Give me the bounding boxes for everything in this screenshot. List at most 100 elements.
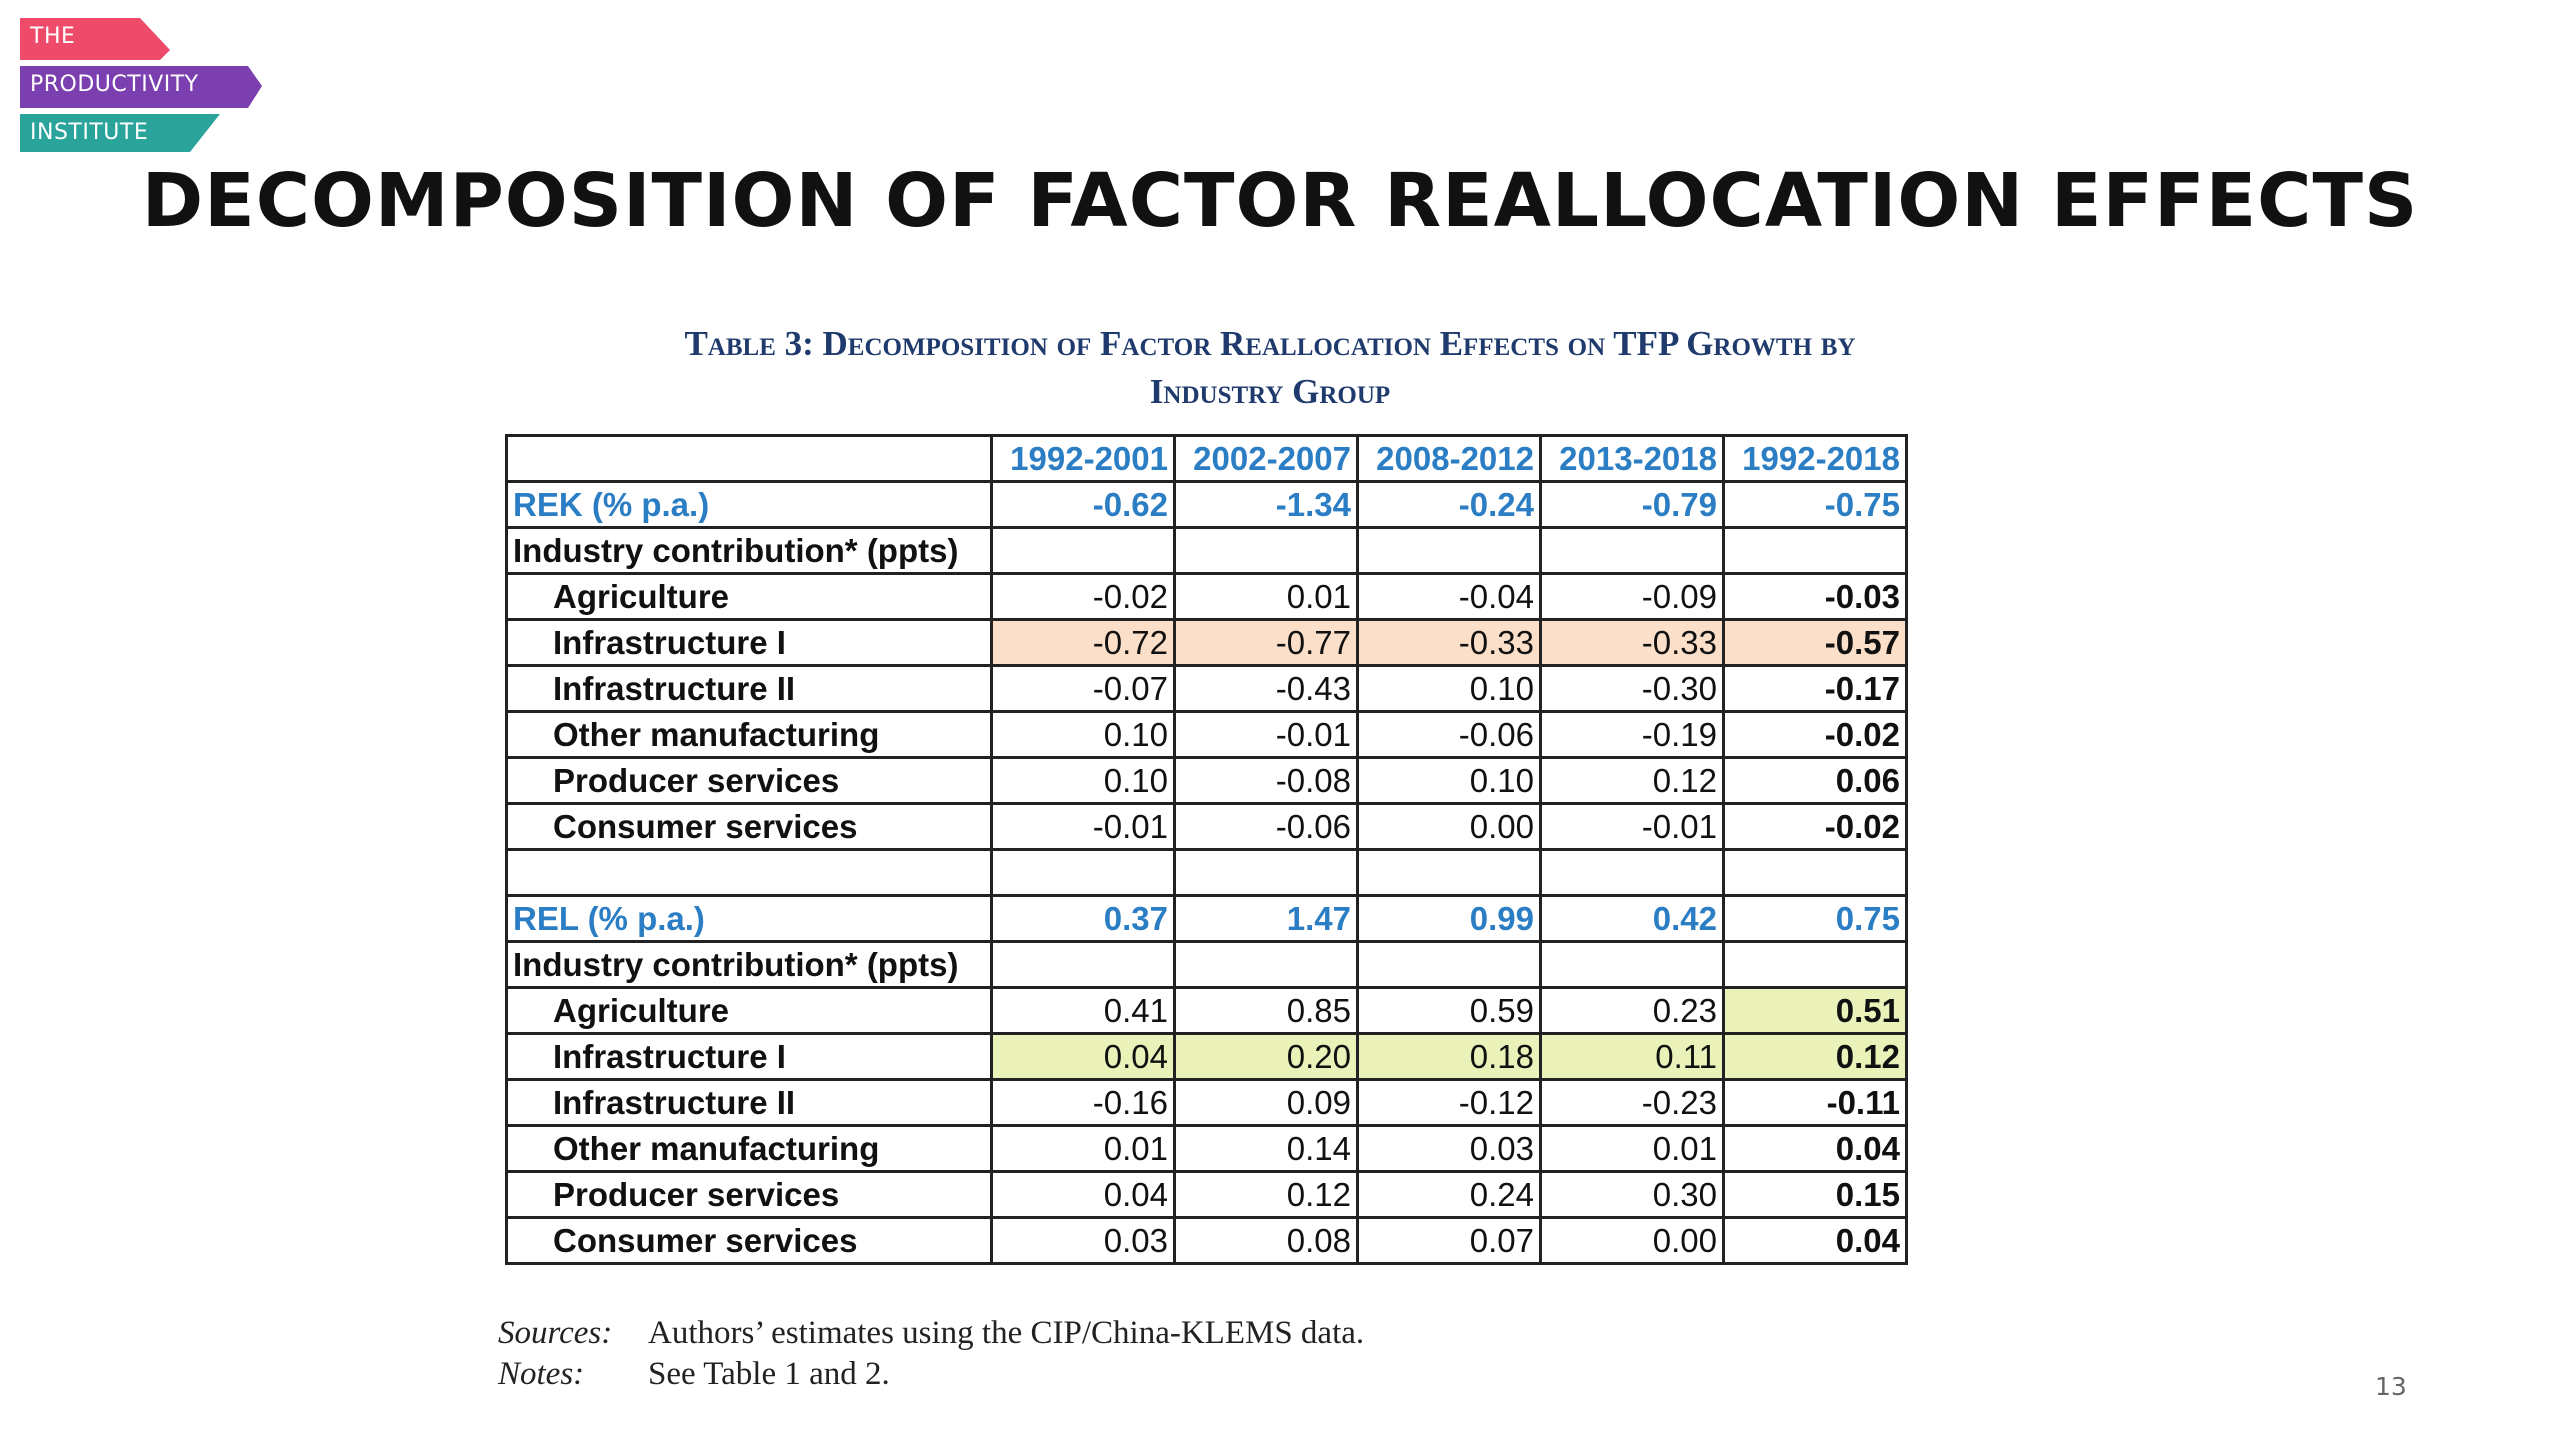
empty-cell (1173, 526, 1359, 575)
value-cell: -0.30 (1539, 664, 1725, 713)
header-row: 1992-2001 2002-2007 2008-2012 2013-2018 1992… (505, 434, 1908, 483)
value-cell: -0.57 (1722, 618, 1908, 667)
value-cell: 0.01 (1173, 572, 1359, 621)
table-caption-line-2: Industry Group (1149, 372, 1391, 411)
empty-cell (1722, 526, 1908, 575)
value-cell: -0.43 (1173, 664, 1359, 713)
value-cell: -0.03 (1722, 572, 1908, 621)
column-header: 1992-2018 (1722, 434, 1908, 483)
notes-key: Notes: (498, 1356, 585, 1392)
value-cell: -0.77 (1173, 618, 1359, 667)
empty-cell (1539, 848, 1725, 897)
rel-value: 1.47 (1173, 894, 1359, 943)
value-cell: 0.41 (990, 986, 1176, 1035)
value-cell: 0.15 (1722, 1170, 1908, 1219)
empty-cell (990, 848, 1176, 897)
table-caption: Table 3: Decomposition of Factor Realloc… (440, 320, 2100, 416)
empty-cell (1173, 848, 1359, 897)
table-row: Other manufacturing 0.10 -0.01 -0.06 -0.19 -0… (505, 710, 1908, 759)
value-cell: -0.01 (1173, 710, 1359, 759)
value-cell: -0.06 (1173, 802, 1359, 851)
column-header: 2013-2018 (1539, 434, 1725, 483)
sources-text: Authors’ estimates using the CIP/China-K… (648, 1315, 1365, 1351)
industry-label: Infrastructure II (505, 1078, 993, 1127)
empty-cell (1722, 848, 1908, 897)
value-cell: -0.04 (1356, 572, 1542, 621)
sources-key: Sources: (498, 1315, 613, 1351)
empty-cell (505, 848, 993, 897)
rek-value: -0.79 (1539, 480, 1725, 529)
decomposition-table: 1992-2001 2002-2007 2008-2012 2013-2018 1992… (505, 434, 1908, 1265)
table-row: Consumer services -0.01 -0.06 0.00 -0.01 -0.0… (505, 802, 1908, 851)
table-row: Producer services 0.04 0.12 0.24 0.30 0.15 (505, 1170, 1908, 1219)
industry-label: Infrastructure II (505, 664, 993, 713)
table-row: Other manufacturing 0.01 0.14 0.03 0.01 0.04 (505, 1124, 1908, 1173)
empty-cell (1539, 526, 1725, 575)
notes-note: Notes: See Table 1 and 2. (498, 1356, 890, 1393)
value-cell: 0.12 (1173, 1170, 1359, 1219)
table-row: Agriculture 0.41 0.85 0.59 0.23 0.51 (505, 986, 1908, 1035)
value-cell: -0.01 (1539, 802, 1725, 851)
value-cell: 0.14 (1173, 1124, 1359, 1173)
value-cell: 0.11 (1539, 1032, 1725, 1081)
value-cell: 0.12 (1539, 756, 1725, 805)
value-cell: 0.03 (990, 1216, 1176, 1265)
table-row: Infrastructure I -0.72 -0.77 -0.33 -0.33 -0.5… (505, 618, 1908, 667)
spacer-row (505, 848, 1908, 897)
rel-summary-row: REL (% p.a.) 0.37 1.47 0.99 0.42 0.75 (505, 894, 1908, 943)
value-cell: -0.19 (1539, 710, 1725, 759)
table-row: Producer services 0.10 -0.08 0.10 0.12 0.06 (505, 756, 1908, 805)
value-cell: -0.33 (1356, 618, 1542, 667)
table-row: Agriculture -0.02 0.01 -0.04 -0.09 -0.03 (505, 572, 1908, 621)
value-cell: 0.12 (1722, 1032, 1908, 1081)
contribution-label: Industry contribution* (ppts) (505, 940, 993, 989)
value-cell: -0.08 (1173, 756, 1359, 805)
logo-ribbon-graphic (20, 18, 262, 152)
empty-cell (1356, 940, 1542, 989)
sources-note: Sources: Authors’ estimates using the CIP… (498, 1315, 1364, 1352)
value-cell: 0.01 (1539, 1124, 1725, 1173)
notes-text: See Table 1 and 2. (648, 1356, 890, 1392)
value-cell: 0.59 (1356, 986, 1542, 1035)
rel-value: 0.99 (1356, 894, 1542, 943)
value-cell: 0.00 (1539, 1216, 1725, 1265)
rek-value: -0.62 (990, 480, 1176, 529)
table-caption-line-1: Table 3: Decomposition of Factor Realloc… (684, 324, 1856, 363)
value-cell: -0.09 (1539, 572, 1725, 621)
value-cell: 0.07 (1356, 1216, 1542, 1265)
rel-contribution-header-row: Industry contribution* (ppts) (505, 940, 1908, 989)
value-cell: 0.09 (1173, 1078, 1359, 1127)
rel-label: REL (% p.a.) (505, 894, 993, 943)
empty-cell (1356, 848, 1542, 897)
industry-label: Consumer services (505, 1216, 993, 1265)
rel-value: 0.42 (1539, 894, 1725, 943)
value-cell: 0.24 (1356, 1170, 1542, 1219)
value-cell: 0.30 (1539, 1170, 1725, 1219)
column-header: 2008-2012 (1356, 434, 1542, 483)
value-cell: -0.06 (1356, 710, 1542, 759)
value-cell: -0.02 (1722, 710, 1908, 759)
value-cell: -0.33 (1539, 618, 1725, 667)
value-cell: 0.01 (990, 1124, 1176, 1173)
logo-word-productivity: PRODUCTIVITY (30, 72, 199, 97)
empty-cell (990, 940, 1176, 989)
value-cell: -0.02 (1722, 802, 1908, 851)
contribution-label: Industry contribution* (ppts) (505, 526, 993, 575)
value-cell: -0.11 (1722, 1078, 1908, 1127)
slide-title: DECOMPOSITION OF FACTOR REALLOCATION EFF… (141, 158, 2419, 244)
rek-value: -1.34 (1173, 480, 1359, 529)
industry-label: Other manufacturing (505, 1124, 993, 1173)
industry-label: Consumer services (505, 802, 993, 851)
value-cell: 0.04 (1722, 1216, 1908, 1265)
industry-label: Producer services (505, 756, 993, 805)
value-cell: -0.02 (990, 572, 1176, 621)
value-cell: -0.12 (1356, 1078, 1542, 1127)
value-cell: 0.04 (990, 1170, 1176, 1219)
value-cell: -0.16 (990, 1078, 1176, 1127)
productivity-institute-logo: THE PRODUCTIVITY INSTITUTE (20, 18, 270, 158)
rel-value: 0.75 (1722, 894, 1908, 943)
value-cell: 0.00 (1356, 802, 1542, 851)
industry-label: Agriculture (505, 572, 993, 621)
value-cell: -0.72 (990, 618, 1176, 667)
table-row: Consumer services 0.03 0.08 0.07 0.00 0.04 (505, 1216, 1908, 1265)
